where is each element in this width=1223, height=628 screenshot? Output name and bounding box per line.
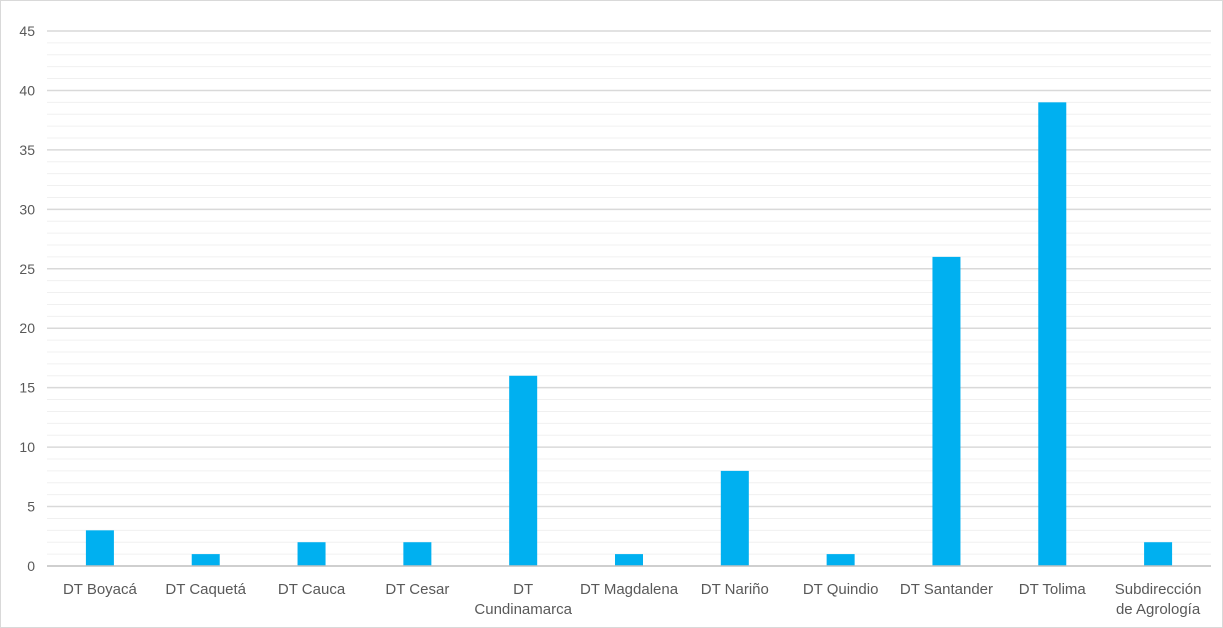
y-tick-label: 10	[19, 439, 35, 455]
bar	[191, 554, 220, 566]
bar	[720, 470, 749, 566]
x-category-label: DT Cauca	[278, 581, 346, 598]
bar	[826, 554, 855, 566]
y-tick-label: 15	[19, 380, 35, 396]
bar	[615, 554, 643, 566]
bar	[1144, 542, 1173, 566]
x-category-label: DT Santander	[900, 581, 993, 598]
bar	[509, 375, 538, 566]
y-tick-label: 5	[27, 499, 35, 515]
minor-gridlines	[47, 42, 1211, 555]
x-axis-category-labels: DT Boyacá DT Caquetá DT Cauca DT Cesar DT Cun…	[63, 581, 1202, 618]
x-category-label: DT Magdalena	[580, 581, 679, 598]
bar	[403, 542, 432, 566]
y-tick-label: 20	[19, 320, 35, 336]
x-category-label: DT Cundinamarca	[474, 581, 572, 618]
x-category-label: DT Boyacá	[63, 581, 138, 598]
x-category-label: DT Nariño	[701, 581, 769, 598]
major-gridlines	[47, 30, 1211, 508]
x-category-label: DT Cesar	[385, 581, 449, 598]
x-category-label: Subdirección de Agrología	[1115, 581, 1202, 618]
bar	[932, 256, 961, 566]
y-tick-label: 35	[19, 142, 35, 158]
y-tick-label: 40	[19, 82, 35, 98]
bars	[85, 102, 1173, 566]
x-category-label: DT Quindio	[803, 581, 879, 598]
bar	[1038, 102, 1067, 566]
x-category-label: DT Caquetá	[165, 581, 246, 598]
y-tick-label: 30	[19, 201, 35, 217]
y-tick-label: 45	[19, 23, 35, 39]
y-tick-label: 25	[19, 261, 35, 277]
bar	[85, 530, 114, 566]
y-axis-tick-labels: 0 5 10 15 20 25 30 35 40 45	[19, 23, 35, 574]
y-tick-label: 0	[27, 558, 35, 574]
x-category-label: DT Tolima	[1019, 581, 1087, 598]
bar	[297, 542, 326, 566]
